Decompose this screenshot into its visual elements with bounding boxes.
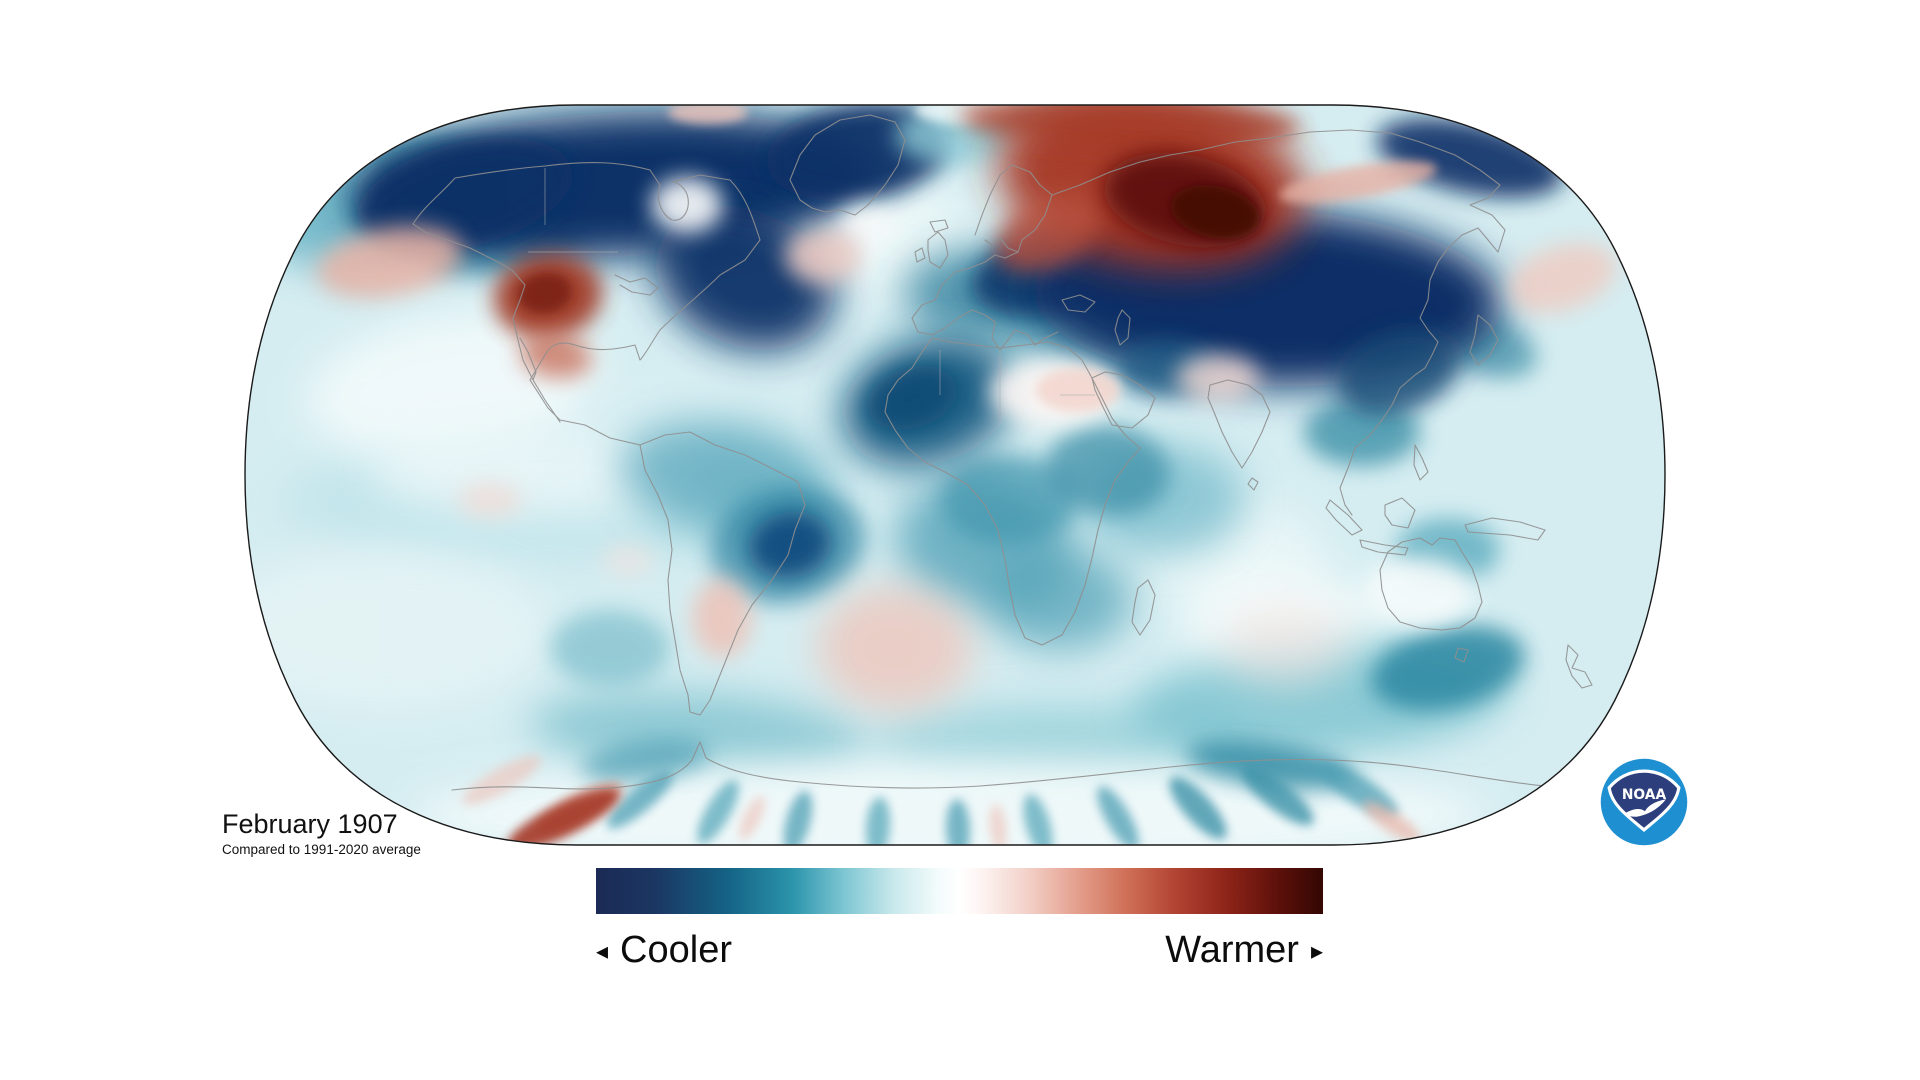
anomaly-mid-atlantic-pink [785,228,861,284]
seagull-icon [1623,799,1667,817]
anomaly-alaska-west-navy [357,137,573,253]
coast-north-america [412,161,761,446]
anomaly-s-atlantic-pink [817,586,973,710]
anomaly-brazil-navy [748,511,832,579]
anomaly-s-ocean-dark-left [580,738,710,782]
anomaly-chad-sudan-pink [1036,368,1120,412]
anomaly-arctic-canada-pink [668,105,748,124]
coast-borneo [1384,497,1416,529]
caspian-sea [1114,309,1131,346]
anomaly-ant-pink-3 [1363,801,1421,843]
anomaly-chukotka-pink [1279,160,1437,204]
warmer-label: Warmer [1165,928,1299,971]
warmer-label-group: Warmer ▸ [1165,929,1323,972]
anomaly-ant-streak-3 [783,790,813,845]
coast-na-west [412,223,561,423]
anomaly-s-ocean-dark-streaks [1185,740,1355,790]
anomaly-se-atlantic-teal [940,455,1080,545]
coast-ireland [914,247,926,263]
coast-iceland [929,219,949,233]
anomaly-caribbean-light [580,375,740,435]
anomaly-east-canada-navy [655,206,835,350]
anomaly-ant-streak-9 [1242,766,1314,826]
anomaly-ant-pink-1 [739,796,765,840]
anomaly-ant-pink-2 [989,804,1007,845]
cooler-label-group: ◂ Cooler [596,929,732,972]
anomaly-arctic-red-band [960,105,1300,149]
anomaly-antarctic-red-streak [506,789,620,845]
coast-australia [1379,537,1483,631]
coast-sri-lanka [1247,477,1259,491]
anomaly-eq-pacific-light [370,425,710,515]
noaa-fan [1610,772,1678,828]
anomaly-ant-streak-1 [606,771,674,829]
noaa-logo: NOAA [1600,758,1688,846]
anomaly-ant-streak-7 [1097,786,1139,845]
coast-sumatra [1325,499,1363,536]
anomaly-se-pacific-pink-2 [602,544,654,576]
anomaly-hudson-white-spot [651,177,723,233]
right-arrow-icon: ▸ [1310,937,1323,965]
anomaly-ne-china-navy [1337,329,1459,415]
coast-uk [927,231,949,269]
country-borders [528,168,1095,420]
coast-baja [519,337,537,381]
coast-japan [1469,314,1499,366]
legend-labels: ◂ Cooler Warmer ▸ [596,924,1323,976]
anomaly-ne-pacific-pink [316,226,464,298]
coast-new-zealand [1565,644,1593,689]
map-title: February 1907 [222,809,398,839]
anomaly-se-pacific-light [245,550,550,710]
anomaly-s-africa-teal [988,550,1132,650]
coast-philippines [1413,444,1429,481]
coast-europe [911,251,1059,351]
coastlines [412,114,1601,791]
anomaly-japan-east-pink [1507,242,1617,314]
anomaly-ant-streak-6 [1023,794,1053,845]
map-outline [244,104,1666,846]
anomaly-ant-streak-5 [945,799,971,845]
anomaly-tasman-dark-teal [1371,625,1525,711]
anomaly-s-china-teal [1304,398,1420,466]
anomaly-argentina-pink [692,578,752,658]
great-lakes [614,274,659,296]
noaa-fan-outline [1607,769,1681,832]
anomaly-australia-center-white [1363,557,1473,627]
coast-new-guinea [1464,517,1546,541]
coast-east-asia [1339,261,1439,516]
anomaly-s-indian-pink-faint [1220,605,1350,685]
coast-tasmania [1454,647,1469,663]
map-subtitle: Compared to 1991-2020 average [222,842,421,858]
coast-scandinavia [974,164,1053,253]
anomaly-ant-streak-8 [1169,776,1227,840]
cooler-label: Cooler [620,928,732,971]
coast-asia-north [1051,129,1506,263]
coast-arabia [1091,371,1156,429]
anomaly-se-pacific-teal [550,610,670,686]
left-arrow-icon: ◂ [596,937,609,965]
anomaly-antarctic-pink-streak [462,755,542,805]
coast-india [1207,379,1271,469]
anomaly-barents-darkest [1170,184,1260,240]
coast-greenland [789,114,906,216]
anomaly-west-us-core [518,272,572,314]
coast-south-america [639,431,806,716]
anomaly-arabian-sea-pink [1176,354,1260,402]
anomaly-colorbar [596,868,1323,914]
anomaly-blobs [245,105,1617,845]
anomaly-se-pacific-pink-1 [458,482,522,518]
coast-africa [884,337,1141,646]
anomaly-ant-streak-2 [697,780,739,844]
noaa-logo-text: NOAA [1622,787,1667,803]
coast-java [1359,539,1409,556]
anomaly-scandinavia-red [996,192,1100,272]
coast-antarctica [451,741,1601,791]
title-block: February 1907 Compared to 1991-2020 aver… [222,809,421,858]
black-sea [1061,294,1096,313]
anomaly-ant-streak-4 [865,797,891,845]
coast-madagascar [1131,579,1156,636]
anomaly-w-africa-core [867,366,957,430]
